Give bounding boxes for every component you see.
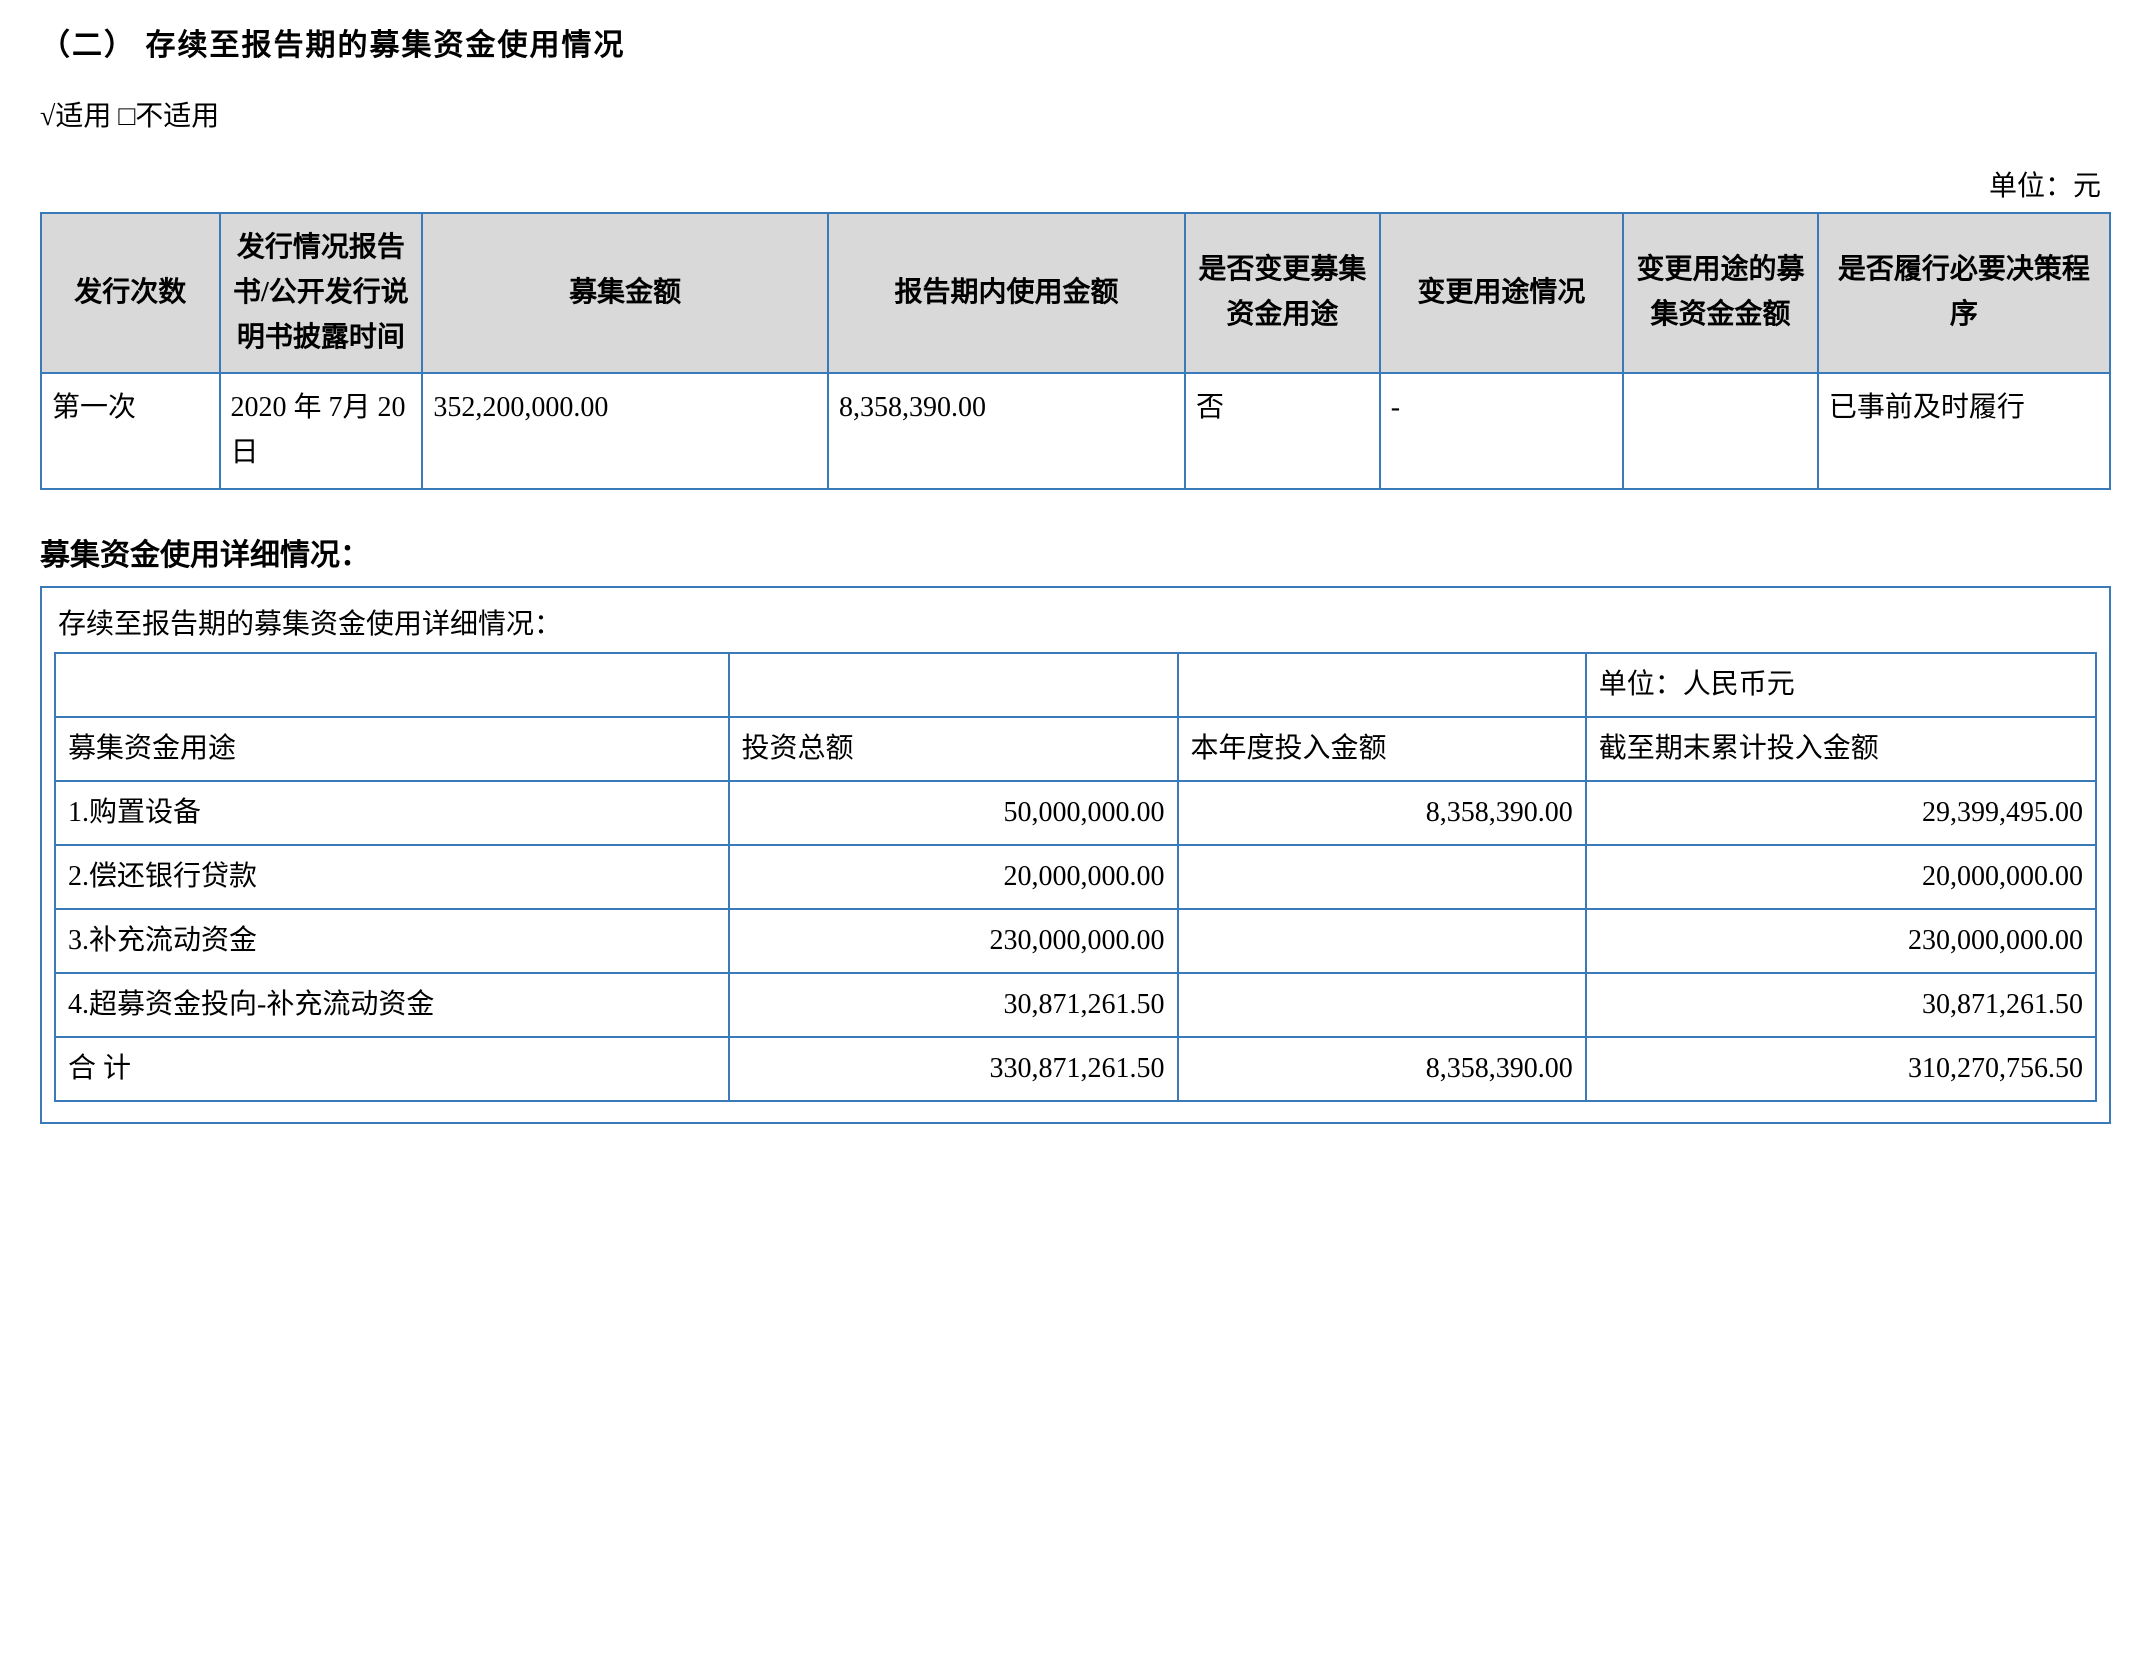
col-header: 募集金额 (422, 213, 828, 373)
col-header: 是否变更募集资金用途 (1185, 213, 1380, 373)
cell: 4.超募资金投向-补充流动资金 (55, 973, 729, 1037)
cell (1178, 845, 1586, 909)
cell: 2.偿还银行贷款 (55, 845, 729, 909)
col-header: 发行情况报告书/公开发行说明书披露时间 (220, 213, 423, 373)
cell: - (1380, 373, 1623, 489)
col-header: 发行次数 (41, 213, 220, 373)
cell: 352,200,000.00 (422, 373, 828, 489)
cell: 3.补充流动资金 (55, 909, 729, 973)
table-row: 4.超募资金投向-补充流动资金 30,871,261.50 30,871,261… (55, 973, 2096, 1037)
table-row: 第一次 2020 年 7月 20 日 352,200,000.00 8,358,… (41, 373, 2110, 489)
cell (1178, 973, 1586, 1037)
cell: 1.购置设备 (55, 781, 729, 845)
cell: 2020 年 7月 20 日 (220, 373, 423, 489)
cell: 20,000,000.00 (729, 845, 1178, 909)
col-header: 募集资金用途 (55, 717, 729, 781)
cell: 330,871,261.50 (729, 1037, 1178, 1101)
col-header: 报告期内使用金额 (828, 213, 1185, 373)
applicable-indicator: √适用 □不适用 (40, 94, 2111, 134)
col-header: 截至期末累计投入金额 (1586, 717, 2096, 781)
cell-empty (729, 653, 1178, 717)
table-row: 3.补充流动资金 230,000,000.00 230,000,000.00 (55, 909, 2096, 973)
cell-unit: 单位：人民币元 (1586, 653, 2096, 717)
detail-title: 募集资金使用详细情况： (40, 530, 2111, 574)
cell: 230,000,000.00 (1586, 909, 2096, 973)
table-header-row: 募集资金用途 投资总额 本年度投入金额 截至期末累计投入金额 (55, 717, 2096, 781)
table-row: 2.偿还银行贷款 20,000,000.00 20,000,000.00 (55, 845, 2096, 909)
col-header: 本年度投入金额 (1178, 717, 1586, 781)
cell: 8,358,390.00 (1178, 781, 1586, 845)
table-row-total: 合 计 330,871,261.50 8,358,390.00 310,270,… (55, 1037, 2096, 1101)
cell: 20,000,000.00 (1586, 845, 2096, 909)
cell: 第一次 (41, 373, 220, 489)
cell: 已事前及时履行 (1818, 373, 2110, 489)
cell: 否 (1185, 373, 1380, 489)
table-row: 1.购置设备 50,000,000.00 8,358,390.00 29,399… (55, 781, 2096, 845)
cell: 合 计 (55, 1037, 729, 1101)
cell-empty (1178, 653, 1586, 717)
cell: 30,871,261.50 (1586, 973, 2096, 1037)
issuance-table: 发行次数 发行情况报告书/公开发行说明书披露时间 募集金额 报告期内使用金额 是… (40, 212, 2111, 490)
cell: 50,000,000.00 (729, 781, 1178, 845)
cell (1178, 909, 1586, 973)
cell: 310,270,756.50 (1586, 1037, 2096, 1101)
cell-empty (55, 653, 729, 717)
cell: 230,000,000.00 (729, 909, 1178, 973)
section-title: （二） 存续至报告期的募集资金使用情况 (40, 20, 2111, 64)
cell: 29,399,495.00 (1586, 781, 2096, 845)
detail-container: 存续至报告期的募集资金使用详细情况： 单位：人民币元 募集资金用途 投资总额 本… (40, 586, 2111, 1124)
col-header: 是否履行必要决策程序 (1818, 213, 2110, 373)
unit-label: 单位：元 (40, 164, 2111, 204)
col-header: 投资总额 (729, 717, 1178, 781)
detail-caption: 存续至报告期的募集资金使用详细情况： (54, 596, 2097, 652)
cell: 8,358,390.00 (1178, 1037, 1586, 1101)
cell: 30,871,261.50 (729, 973, 1178, 1037)
col-header: 变更用途的募集资金金额 (1623, 213, 1818, 373)
table-row: 单位：人民币元 (55, 653, 2096, 717)
cell: 8,358,390.00 (828, 373, 1185, 489)
table-header-row: 发行次数 发行情况报告书/公开发行说明书披露时间 募集金额 报告期内使用金额 是… (41, 213, 2110, 373)
col-header: 变更用途情况 (1380, 213, 1623, 373)
cell (1623, 373, 1818, 489)
detail-table: 单位：人民币元 募集资金用途 投资总额 本年度投入金额 截至期末累计投入金额 1… (54, 652, 2097, 1102)
